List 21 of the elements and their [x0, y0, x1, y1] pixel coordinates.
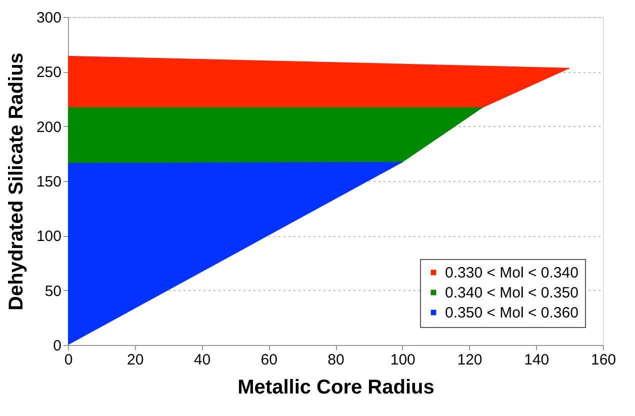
x-tick-label: 120	[457, 352, 482, 368]
y-axis-title: Dehydrated Silicate Radius	[5, 52, 28, 310]
x-axis-title: Metallic Core Radius	[238, 376, 434, 398]
legend-label: 0.340 < Mol < 0.350	[445, 284, 578, 302]
x-tick-label: 160	[590, 352, 616, 368]
x-tick-label: 20	[127, 352, 144, 368]
y-tick-label: 300	[36, 10, 62, 26]
y-tick-label: 150	[36, 174, 62, 190]
x-tick-label: 80	[328, 352, 344, 368]
legend-label: 0.350 < Mol < 0.360	[445, 304, 578, 322]
y-tick-label: 0	[53, 338, 62, 354]
y-tick-label: 100	[36, 228, 62, 246]
y-tick-label: 250	[36, 64, 62, 82]
x-tick-label: 60	[260, 352, 278, 368]
legend-label: 0.330 < Mol < 0.340	[445, 264, 578, 282]
x-tick-label: 140	[524, 352, 550, 368]
x-tick-label: 40	[194, 352, 211, 368]
y-tick-label: 200	[36, 118, 62, 136]
y-tick-label: 50	[44, 282, 62, 300]
x-tick-label: 0	[64, 352, 73, 368]
x-tick-label: 100	[390, 352, 416, 368]
